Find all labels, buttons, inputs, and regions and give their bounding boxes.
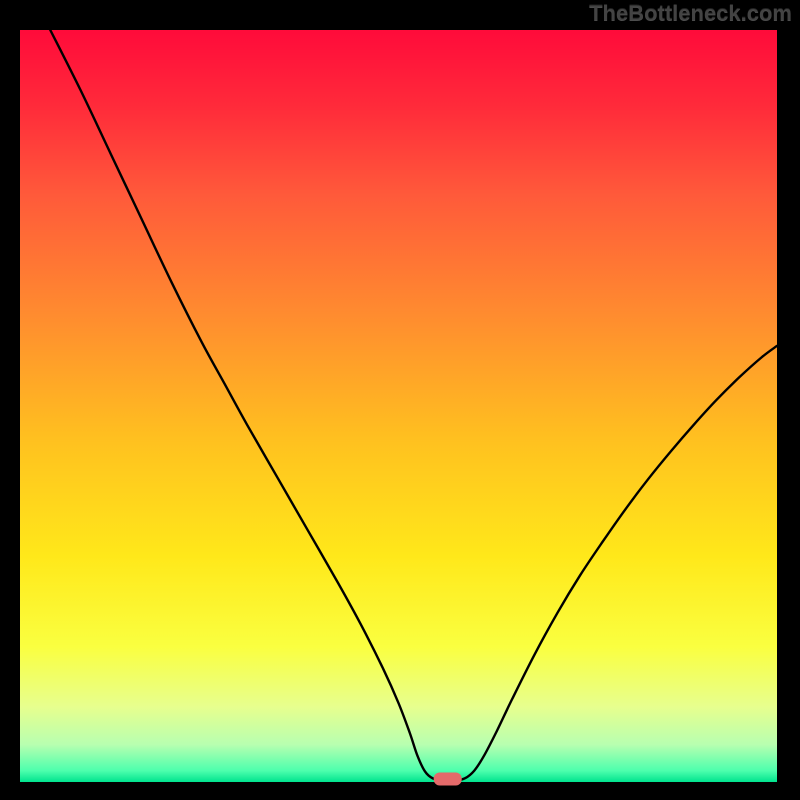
- chart-stage: TheBottleneck.com: [0, 0, 800, 800]
- optimal-marker: [434, 772, 462, 785]
- bottleneck-chart: [0, 0, 800, 800]
- gradient-background: [20, 30, 777, 782]
